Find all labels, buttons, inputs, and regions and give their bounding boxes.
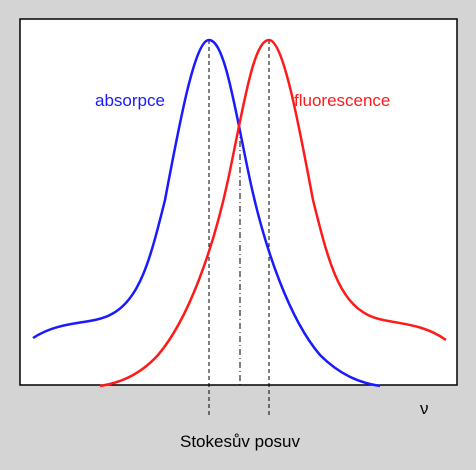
fluorescence-label: fluorescence <box>294 91 390 110</box>
absorption-curve <box>32 38 381 388</box>
plot-box <box>19 18 458 386</box>
fluorescence-curve <box>99 38 447 388</box>
absorption-label: absorpce <box>95 91 165 110</box>
shift-label: Stokesův posuv <box>180 432 301 451</box>
axis-label: ν <box>420 399 429 418</box>
